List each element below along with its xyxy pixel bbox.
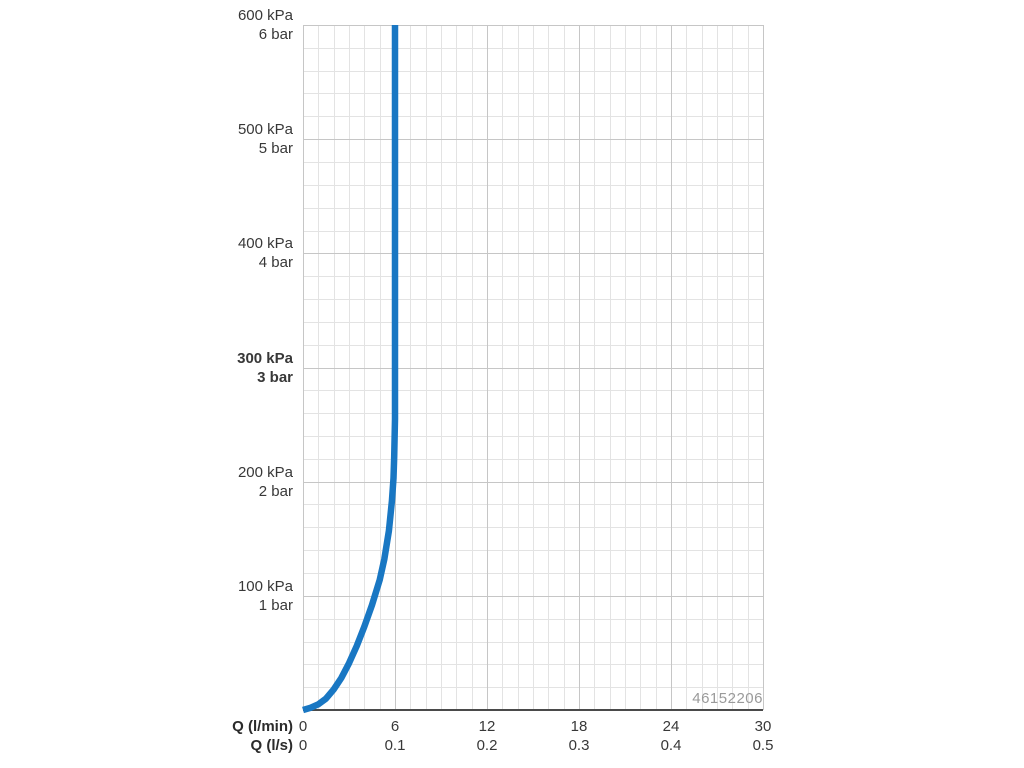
x-tick-lmin-30: 30 (754, 718, 772, 735)
y-tick-500: 500 kPa 5 bar (237, 121, 293, 158)
x-tick-ls-18: 0.3 (568, 737, 590, 754)
x-tick-lmin-24: 24 (662, 718, 680, 735)
product-number: 46152206 (692, 690, 763, 707)
x-tick-ls-24: 0.4 (660, 737, 682, 754)
x-axis-label-lmin: Q (l/min) (232, 718, 293, 735)
y-tick-300: 300 kPa 3 bar (237, 349, 293, 386)
x-tick-ls-0: 0 (298, 737, 308, 754)
x-tick-ls-6: 0.1 (384, 737, 406, 754)
x-tick-lmin-6: 6 (390, 718, 400, 735)
x-tick-lmin-12: 12 (478, 718, 496, 735)
x-tick-lmin-0: 0 (298, 718, 308, 735)
y-tick-600: 600 kPa 6 bar (237, 7, 293, 43)
x-tick-ls-12: 0.2 (476, 737, 498, 754)
pressure-flow-curve (302, 25, 399, 714)
y-tick-200: 200 kPa 2 bar (237, 463, 293, 500)
y-tick-100: 100 kPa 1 bar (237, 577, 293, 614)
x-tick-ls-30: 0.5 (752, 737, 774, 754)
x-axis-label-ls: Q (l/s) (250, 737, 293, 754)
y-tick-400: 400 kPa 4 bar (237, 235, 293, 272)
x-tick-lmin-18: 18 (570, 718, 588, 735)
